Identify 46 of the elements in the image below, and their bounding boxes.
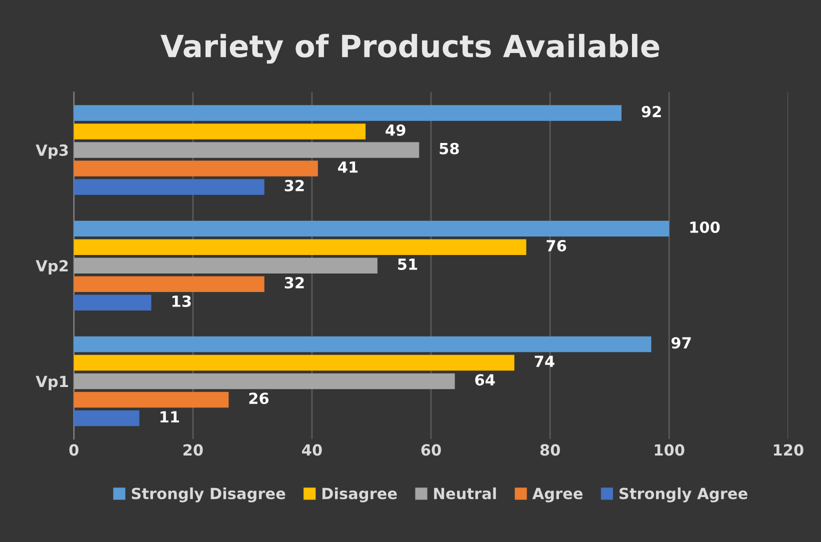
legend-label: Strongly Agree <box>620 487 748 502</box>
bar <box>74 373 455 390</box>
legend-label: Neutral <box>434 487 496 500</box>
chart-title: Variety of Products Available <box>160 34 660 64</box>
legend-label: Agree <box>532 488 583 502</box>
data-label: 58 <box>440 142 459 154</box>
bar <box>74 294 152 310</box>
legend-label: Strongly Disagree <box>132 487 286 502</box>
x-tick-label: 20 <box>184 444 203 456</box>
data-label: 49 <box>386 124 406 136</box>
bar <box>74 160 318 176</box>
y-tick-label: Vp2 <box>36 260 68 275</box>
data-label: 64 <box>475 374 495 386</box>
data-label: 32 <box>284 276 304 289</box>
y-tick-label: Vp1 <box>36 376 68 390</box>
x-tick-label: 0 <box>69 444 78 456</box>
bar <box>74 220 670 236</box>
bar <box>74 354 514 371</box>
bar <box>74 142 420 158</box>
x-tick-label: 40 <box>302 444 322 456</box>
data-label: 97 <box>671 337 691 349</box>
bar <box>74 105 622 121</box>
bar <box>74 258 378 274</box>
data-label: 26 <box>249 392 269 404</box>
legend-label: Disagree <box>322 487 397 502</box>
data-label: 92 <box>642 106 661 118</box>
bar <box>74 392 229 408</box>
bar <box>74 410 140 426</box>
bar <box>74 239 526 255</box>
bar <box>74 336 652 352</box>
bar <box>74 179 264 195</box>
bar <box>74 276 264 292</box>
bar <box>74 124 366 140</box>
data-label: 13 <box>172 295 191 308</box>
x-tick-label: 80 <box>540 444 560 456</box>
data-label: 74 <box>534 356 554 367</box>
data-label: 41 <box>338 162 358 173</box>
data-label: 100 <box>690 221 720 234</box>
x-tick-label: 60 <box>421 444 441 456</box>
x-tick-label: 120 <box>774 444 804 456</box>
data-label: 32 <box>284 180 304 192</box>
data-label: 51 <box>398 258 418 270</box>
y-tick-label: Vp3 <box>36 144 68 159</box>
data-label: 11 <box>160 411 180 422</box>
x-tick-label: 100 <box>654 444 684 456</box>
data-label: 76 <box>546 240 566 252</box>
